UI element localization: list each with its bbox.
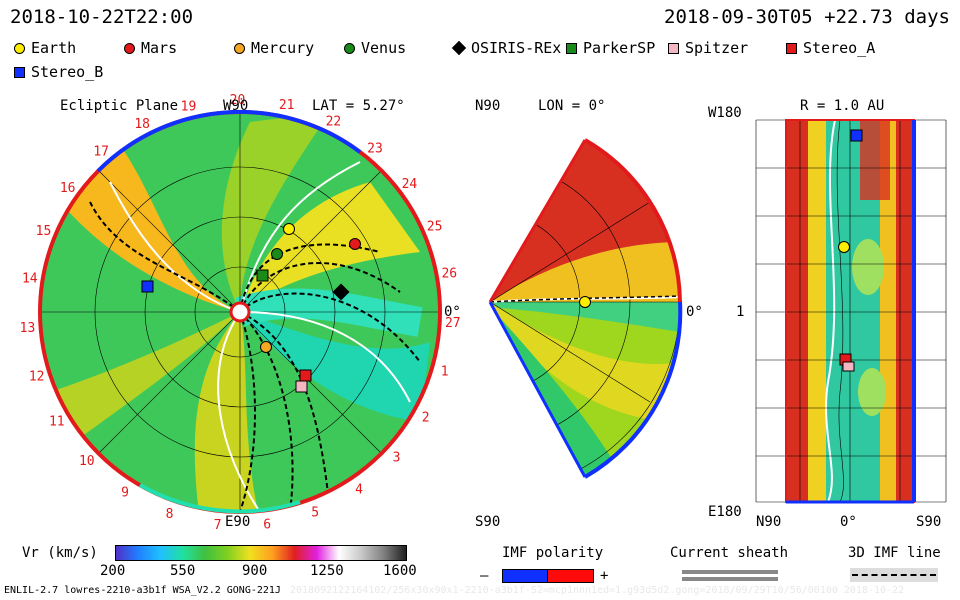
radial-top-left-label: W180 [708,105,742,121]
carrington-label-21: 21 [279,98,295,113]
imf-line-sample [852,574,936,576]
ecliptic-title: Ecliptic Plane [60,98,178,114]
current-sheath-line-2 [682,577,778,581]
carrington-label-12: 12 [29,370,45,385]
legend-mars-icon [124,43,135,54]
legend-earth-icon [14,43,25,54]
radial-stereo-b-marker [850,129,863,142]
radial-r-label: R = 1.0 AU [800,98,884,114]
radial-x-label-s90: S90 [916,514,941,530]
radial-earth-marker [838,241,850,253]
legend-spitzer-label: Spitzer [685,39,749,57]
legend-venus-icon [344,43,355,54]
carrington-label-20: 20 [230,93,246,108]
carrington-label-6: 6 [263,517,271,532]
colorbar-tick-200: 200 [100,563,126,579]
carrington-label-3: 3 [393,450,401,465]
legend-stereo-b-icon [14,67,25,78]
carrington-label-18: 18 [134,117,150,132]
ecliptic-top-label: W90 [223,98,248,114]
meridional-earth-marker [579,296,591,308]
carrington-label-10: 10 [79,454,95,469]
ecliptic-mercury-marker [260,341,272,353]
colorbar-tick-1250: 1250 [310,563,344,579]
ecliptic-right-label: 0° [444,304,461,320]
carrington-label-24: 24 [402,177,418,192]
carrington-label-19: 19 [181,99,197,114]
carrington-label-23: 23 [367,141,383,156]
legend-stereo-a-label: Stereo_A [803,39,876,57]
ecliptic-earth-marker [283,223,295,235]
carrington-label-8: 8 [166,507,174,522]
carrington-label-11: 11 [49,415,65,430]
carrington-label-22: 22 [326,115,342,130]
carrington-label-25: 25 [427,219,443,234]
model-time: 2018-10-22T22:00 [10,6,194,28]
legend-mars-label: Mars [141,39,178,57]
carrington-label-26: 26 [441,267,457,282]
carrington-label-2: 2 [422,410,430,425]
carrington-label-5: 5 [311,505,319,520]
radial-map-panel: R = 1.0 AU W180 1 E180 N90 0° S90 [708,98,947,530]
ecliptic-parker-marker [256,269,269,282]
carrington-label-15: 15 [36,224,52,239]
legend-stereo-a-icon [786,43,797,54]
colorbar-title: Vr (km/s) [22,545,98,561]
ecliptic-spitzer-marker [295,380,308,393]
radial-x-label-0: 0° [840,514,857,530]
radial-spitzer-marker [842,361,855,372]
legend-mercury-label: Mercury [251,39,315,57]
imf-polarity-negative-swatch [502,569,549,583]
carrington-label-7: 7 [214,518,222,533]
colorbar-tick-1600: 1600 [383,563,417,579]
meridional-panel: N90 LON = 0° S90 0° [475,98,703,530]
meridional-lon-label: LON = 0° [538,98,605,114]
imf-polarity-title: IMF polarity [502,545,604,561]
legend-parkersp-label: ParkerSP [583,39,656,57]
imf-line-title: 3D IMF line [848,545,941,561]
meridional-right-label: 0° [686,304,703,320]
ecliptic-osiris-marker [332,283,350,301]
meridional-top-label: N90 [475,98,500,114]
ecliptic-lat-label: LAT = 5.27° [312,98,405,114]
legend-parkersp-icon [566,43,577,54]
ecliptic-plane-panel: 19 20 212223242526271234567891011121314151… [20,93,461,533]
footer-run-id: 2018092122164102/256x30x90x1-2210-a3b1f-… [290,585,905,596]
legend-mercury-icon [234,43,245,54]
run-time: 2018-09-30T05 +22.73 days [664,6,950,28]
ecliptic-stereo-a-marker [299,369,312,382]
carrington-label-16: 16 [60,181,76,196]
current-sheath-title: Current sheath [670,545,789,561]
legend-spitzer-icon [668,43,679,54]
carrington-label-27: 27 [445,316,461,331]
meridional-bottom-label: S90 [475,514,500,530]
carrington-label-4: 4 [355,483,363,498]
carrington-labels: 19 20 212223242526271234567891011121314151… [20,93,461,533]
colorbar-tick-550: 550 [170,563,196,579]
radial-mid-left-label: 1 [736,304,744,320]
colorbar-tick-900: 900 [242,563,268,579]
legend-earth-label: Earth [31,39,77,57]
imf-polarity-positive-swatch [547,569,594,583]
ecliptic-stereo-b-marker [141,280,154,293]
colorbar [115,545,407,561]
ecliptic-mars-marker [349,238,361,250]
carrington-label-14: 14 [22,272,38,287]
legend-osiris-rex-icon [451,40,467,56]
legend-venus-label: Venus [361,39,407,57]
imf-polarity-minus: – [480,568,489,584]
footer-model-info: ENLIL-2.7 lowres-2210-a3b1f WSA_V2.2 GON… [4,585,281,596]
carrington-label-9: 9 [121,485,129,500]
current-sheath-line-1 [682,570,778,574]
carrington-label-13: 13 [20,321,36,336]
carrington-label-1: 1 [441,365,449,380]
imf-polarity-plus: + [600,568,609,584]
legend-osiris-rex-label: OSIRIS-REx [471,39,562,57]
legend-stereo-b-label: Stereo_B [31,63,104,81]
radial-bottom-left-label: E180 [708,504,742,520]
ecliptic-bottom-label: E90 [225,514,250,530]
ecliptic-venus-marker [271,248,283,260]
carrington-label-17: 17 [93,144,109,159]
radial-x-label-n90: N90 [756,514,781,530]
